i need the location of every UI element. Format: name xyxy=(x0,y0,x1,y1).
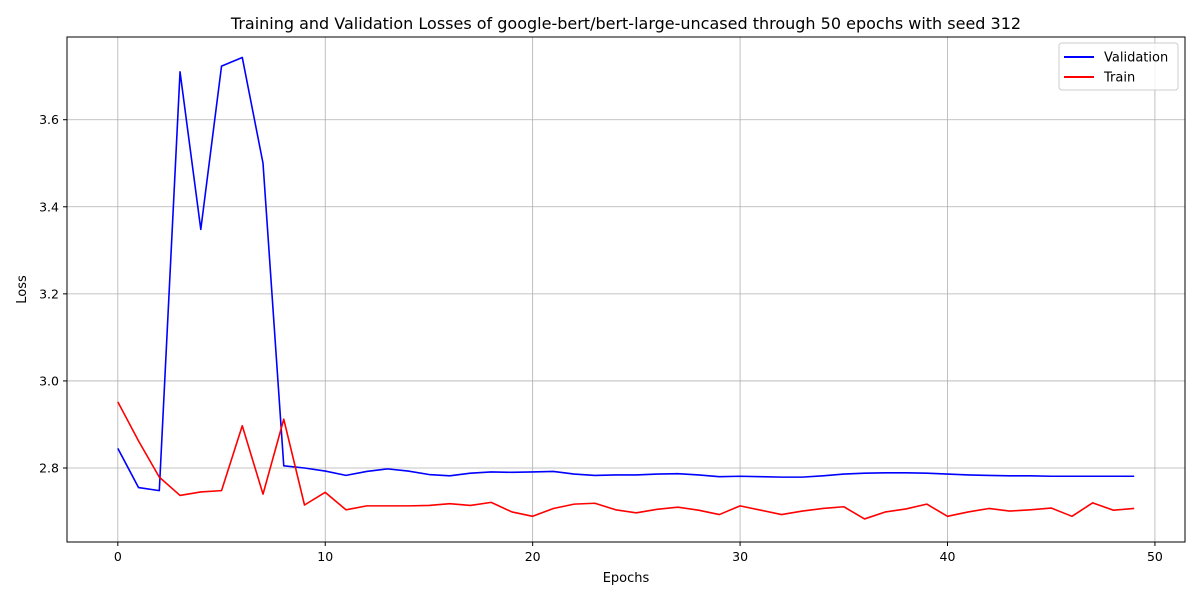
x-axis-label: Epochs xyxy=(603,571,650,586)
x-tick-label: 50 xyxy=(1147,549,1163,564)
x-tick-label: 30 xyxy=(732,549,748,564)
series-line-validation xyxy=(117,56,1135,492)
plot-frame xyxy=(66,36,1186,543)
axis-ticks: 0 10 20 30 40 50 2.8 3.0 3.2 3.4 3.6 xyxy=(39,112,1163,564)
y-tick-label: 3.0 xyxy=(39,373,59,388)
y-axis-label: Loss xyxy=(15,275,30,304)
y-tick-label: 2.8 xyxy=(39,460,59,475)
series-lines xyxy=(117,56,1135,520)
x-tick-label: 20 xyxy=(525,549,541,564)
legend-label-validation: Validation xyxy=(1104,51,1168,66)
legend-box xyxy=(1058,42,1179,91)
grid xyxy=(67,37,1185,542)
x-tick-label: 0 xyxy=(114,549,122,564)
y-tick-label: 3.4 xyxy=(39,199,59,214)
chart-title: Training and Validation Losses of google… xyxy=(230,14,1021,33)
x-tick-label: 40 xyxy=(940,549,956,564)
series-line-train xyxy=(117,401,1135,520)
x-tick-label: 10 xyxy=(317,549,333,564)
y-tick-label: 3.2 xyxy=(39,286,59,301)
legend: Validation Train xyxy=(1058,42,1179,91)
y-tick-label: 3.6 xyxy=(39,112,59,127)
legend-label-train: Train xyxy=(1103,71,1135,86)
